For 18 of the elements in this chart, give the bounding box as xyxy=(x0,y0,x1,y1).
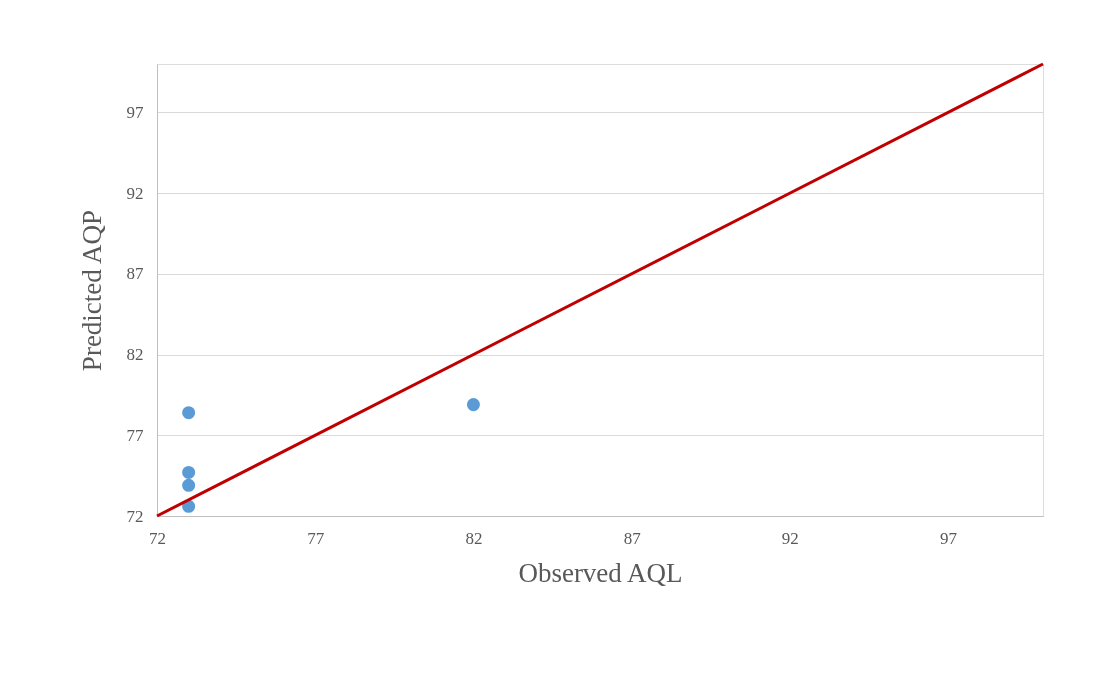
y-tick-label: 82 xyxy=(126,345,144,365)
x-tick-label: 87 xyxy=(623,528,642,548)
x-tick-label: 77 xyxy=(307,528,325,548)
x-tick-label: 72 xyxy=(149,528,166,548)
y-tick-label: 92 xyxy=(126,183,144,203)
y-tick-label: 77 xyxy=(126,425,144,445)
y-axis-title: Predicted AQP xyxy=(76,209,107,372)
point xyxy=(466,398,480,412)
x-tick-label: 97 xyxy=(940,528,958,548)
y-tick-label: 72 xyxy=(126,506,144,526)
y-tick-label: 87 xyxy=(126,264,144,284)
x-tick-label: 92 xyxy=(781,528,799,548)
x-tick-label: 82 xyxy=(465,528,483,548)
x-axis-title: Observed AQL xyxy=(518,557,683,588)
y-tick-label: 97 xyxy=(126,102,144,122)
point xyxy=(182,478,196,492)
point xyxy=(182,465,196,479)
point xyxy=(182,406,196,420)
